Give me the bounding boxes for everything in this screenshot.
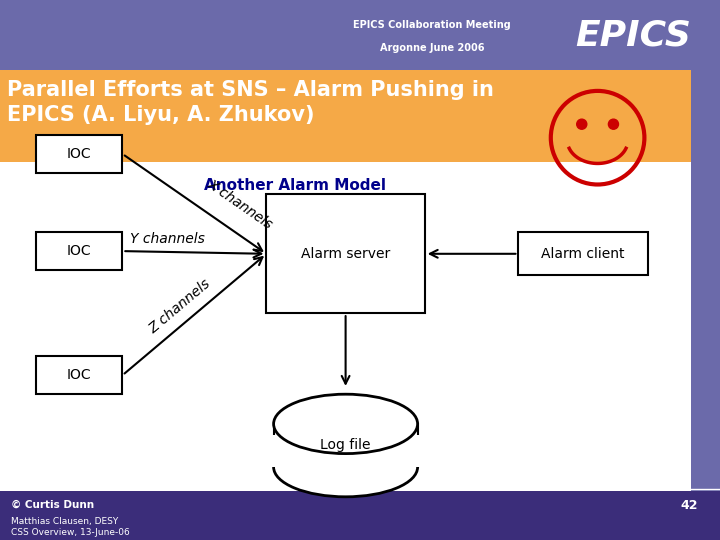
Text: EPICS: EPICS — [576, 18, 691, 52]
Bar — [0, 0, 720, 70]
Bar — [36, 232, 122, 270]
Text: © Curtis Dunn: © Curtis Dunn — [11, 500, 94, 510]
Text: 42: 42 — [681, 498, 698, 511]
Text: IOC: IOC — [67, 368, 91, 382]
Bar — [270, 435, 421, 467]
Text: CSS Overview, 13-June-06: CSS Overview, 13-June-06 — [11, 528, 130, 537]
Text: Matthias Clausen, DESY: Matthias Clausen, DESY — [11, 517, 118, 526]
Text: IOC: IOC — [67, 244, 91, 258]
Text: Log file: Log file — [320, 438, 371, 453]
Text: Z channels: Z channels — [147, 276, 214, 336]
Text: EPICS Collaboration Meeting: EPICS Collaboration Meeting — [353, 19, 511, 30]
Bar — [0, 70, 691, 162]
Bar — [691, 70, 720, 491]
Bar — [36, 135, 122, 173]
Bar — [274, 424, 418, 467]
Ellipse shape — [274, 394, 418, 454]
Bar — [0, 491, 720, 540]
Text: Alarm client: Alarm client — [541, 247, 625, 261]
Ellipse shape — [608, 119, 618, 129]
Bar — [0, 162, 691, 491]
Text: IOC: IOC — [67, 147, 91, 161]
Text: Another Alarm Model: Another Alarm Model — [204, 178, 386, 193]
Text: Argonne June 2006: Argonne June 2006 — [379, 43, 485, 53]
Bar — [36, 356, 122, 394]
Text: Parallel Efforts at SNS – Alarm Pushing in
EPICS (A. Liyu, A. Zhukov): Parallel Efforts at SNS – Alarm Pushing … — [7, 80, 494, 125]
Text: X channels: X channels — [204, 177, 275, 231]
Ellipse shape — [274, 437, 418, 497]
Bar — [518, 232, 648, 275]
Ellipse shape — [577, 119, 587, 129]
Text: Y channels: Y channels — [130, 232, 204, 246]
Text: Alarm server: Alarm server — [301, 247, 390, 261]
Bar — [266, 194, 425, 313]
